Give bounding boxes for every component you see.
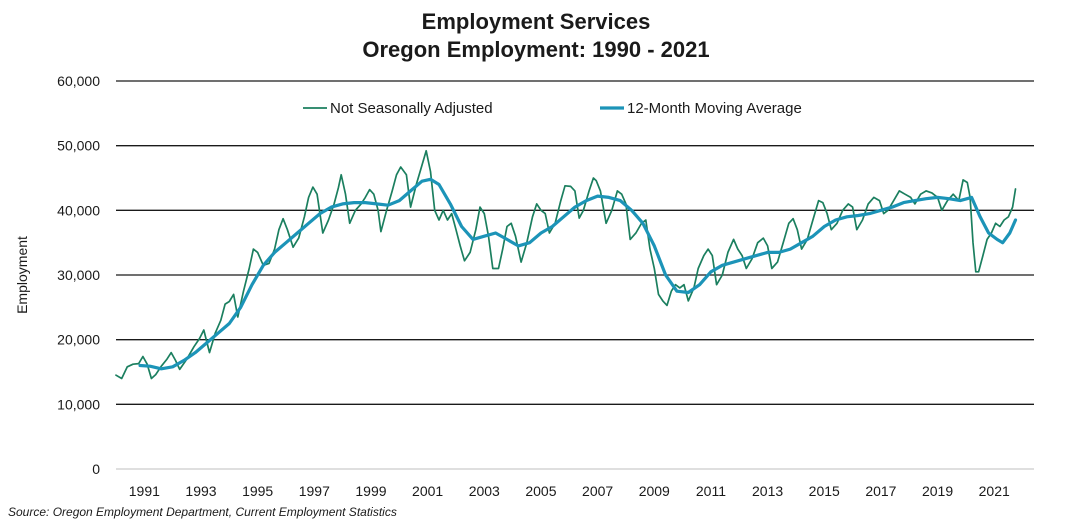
x-tick-label: 2005 bbox=[525, 483, 556, 499]
legend: Not Seasonally Adjusted 12-Month Moving A… bbox=[303, 100, 802, 117]
chart-title: Employment Services bbox=[421, 9, 651, 34]
x-tick-label: 2003 bbox=[469, 483, 500, 499]
y-tick-label: 10,000 bbox=[57, 396, 100, 412]
x-tick-label: 2019 bbox=[922, 483, 953, 499]
y-axis-tick-labels: 0 10,000 20,000 30,000 40,000 50,000 60,000 bbox=[57, 73, 100, 477]
x-tick-label: 2001 bbox=[412, 483, 443, 499]
y-tick-label: 0 bbox=[92, 461, 100, 477]
y-tick-label: 30,000 bbox=[57, 267, 100, 283]
y-tick-label: 50,000 bbox=[57, 138, 100, 154]
x-tick-label: 2007 bbox=[582, 483, 613, 499]
y-tick-label: 40,000 bbox=[57, 202, 100, 218]
gridlines bbox=[116, 80, 1034, 470]
x-tick-label: 2021 bbox=[979, 483, 1010, 499]
x-tick-label: 1991 bbox=[129, 483, 160, 499]
y-tick-label: 20,000 bbox=[57, 332, 100, 348]
x-tick-label: 2009 bbox=[639, 483, 670, 499]
legend-label-not-seasonally-adjusted: Not Seasonally Adjusted bbox=[330, 100, 493, 117]
x-tick-label: 2011 bbox=[696, 483, 726, 499]
x-tick-label: 2013 bbox=[752, 483, 783, 499]
x-axis-tick-labels: 1991 1993 1995 1997 1999 2001 2003 2005 2007 2009… bbox=[129, 483, 1010, 499]
line-chart: 0 10,000 20,000 30,000 40,000 50,000 60,000 19… bbox=[14, 73, 1034, 499]
y-axis-label: Employment bbox=[14, 236, 30, 314]
series-line-not-seasonally-adjusted bbox=[115, 149, 1017, 380]
chart-subtitle: Oregon Employment: 1990 - 2021 bbox=[362, 37, 710, 62]
x-tick-label: 1995 bbox=[242, 483, 273, 499]
y-tick-label: 60,000 bbox=[57, 73, 100, 89]
x-tick-label: 1993 bbox=[185, 483, 216, 499]
x-tick-label: 2015 bbox=[809, 483, 840, 499]
x-tick-label: 2017 bbox=[865, 483, 896, 499]
x-tick-label: 1997 bbox=[299, 483, 330, 499]
legend-label-moving-average: 12-Month Moving Average bbox=[627, 100, 802, 117]
series-line-moving-average bbox=[138, 177, 1018, 371]
source-note: Source: Oregon Employment Department, Cu… bbox=[8, 505, 397, 519]
series-lines bbox=[115, 149, 1018, 380]
x-tick-label: 1999 bbox=[355, 483, 386, 499]
